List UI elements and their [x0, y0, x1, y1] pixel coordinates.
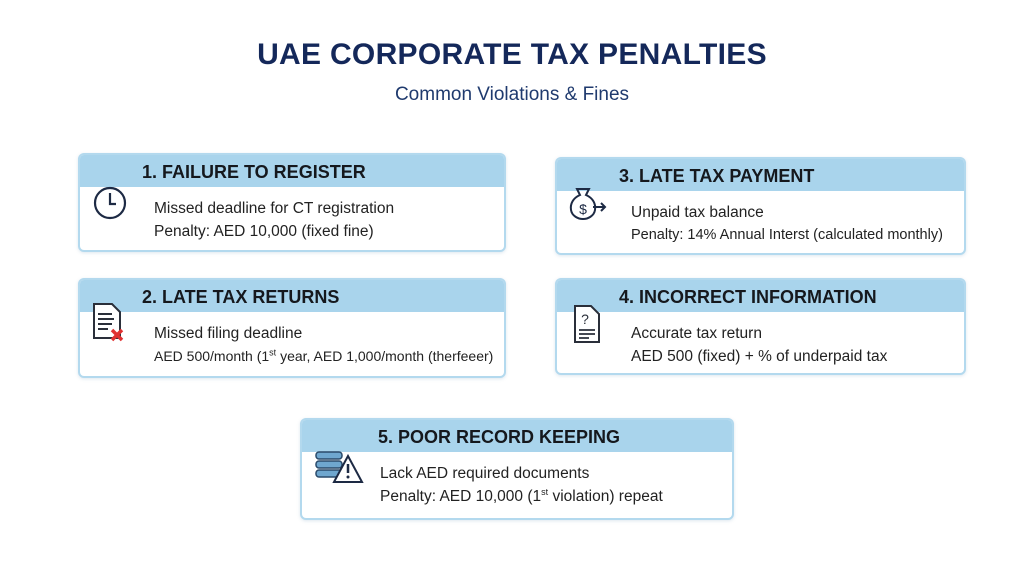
card-description: Unpaid tax balance	[631, 204, 764, 221]
card-heading: 1. FAILURE TO REGISTER	[80, 155, 504, 187]
card-late-tax-returns: 2. LATE TAX RETURNS Missed filing deadli…	[78, 278, 506, 378]
clock-icon	[93, 186, 127, 220]
card-heading: 2. LATE TAX RETURNS	[80, 280, 504, 312]
card-penalty: Penalty: AED 10,000 (1st violation) repe…	[380, 486, 663, 505]
document-question-icon: ?	[574, 305, 600, 343]
card-description: Accurate tax return	[631, 325, 762, 342]
card-incorrect-information: 4. INCORRECT INFORMATION ? Accurate tax …	[555, 278, 966, 375]
document-x-icon	[93, 303, 124, 342]
card-penalty: Penalty: 14% Annual Interst (calculated …	[631, 227, 943, 243]
page-subtitle: Common Violations & Fines	[394, 84, 630, 105]
money-bag-icon: $	[569, 188, 607, 221]
card-description: Missed filing deadline	[154, 325, 303, 342]
card-heading: 5. POOR RECORD KEEPING	[302, 420, 732, 452]
page-title: UAE CORPORATE TAX PENALTIES	[257, 38, 767, 71]
card-penalty: AED 500 (fixed) + % of underpaid tax	[631, 348, 888, 365]
card-poor-record-keeping: 5. POOR RECORD KEEPING Lack AED required…	[300, 418, 734, 520]
svg-text:$: $	[579, 201, 587, 217]
svg-text:?: ?	[581, 311, 589, 327]
card-failure-to-register: 1. FAILURE TO REGISTER Missed deadline f…	[78, 153, 506, 252]
card-late-tax-payment: 3. LATE TAX PAYMENT $ Unpaid tax balance…	[555, 157, 966, 255]
card-heading: 3. LATE TAX PAYMENT	[557, 159, 964, 191]
card-penalty: AED 500/month (1st year, AED 1,000/month…	[154, 347, 494, 364]
card-heading: 4. INCORRECT INFORMATION	[557, 280, 964, 312]
records-warning-icon	[315, 451, 364, 483]
card-penalty: Penalty: AED 10,000 (fixed fine)	[154, 223, 374, 240]
card-description: Lack AED required documents	[380, 465, 590, 482]
card-description: Missed deadline for CT registration	[154, 200, 395, 217]
